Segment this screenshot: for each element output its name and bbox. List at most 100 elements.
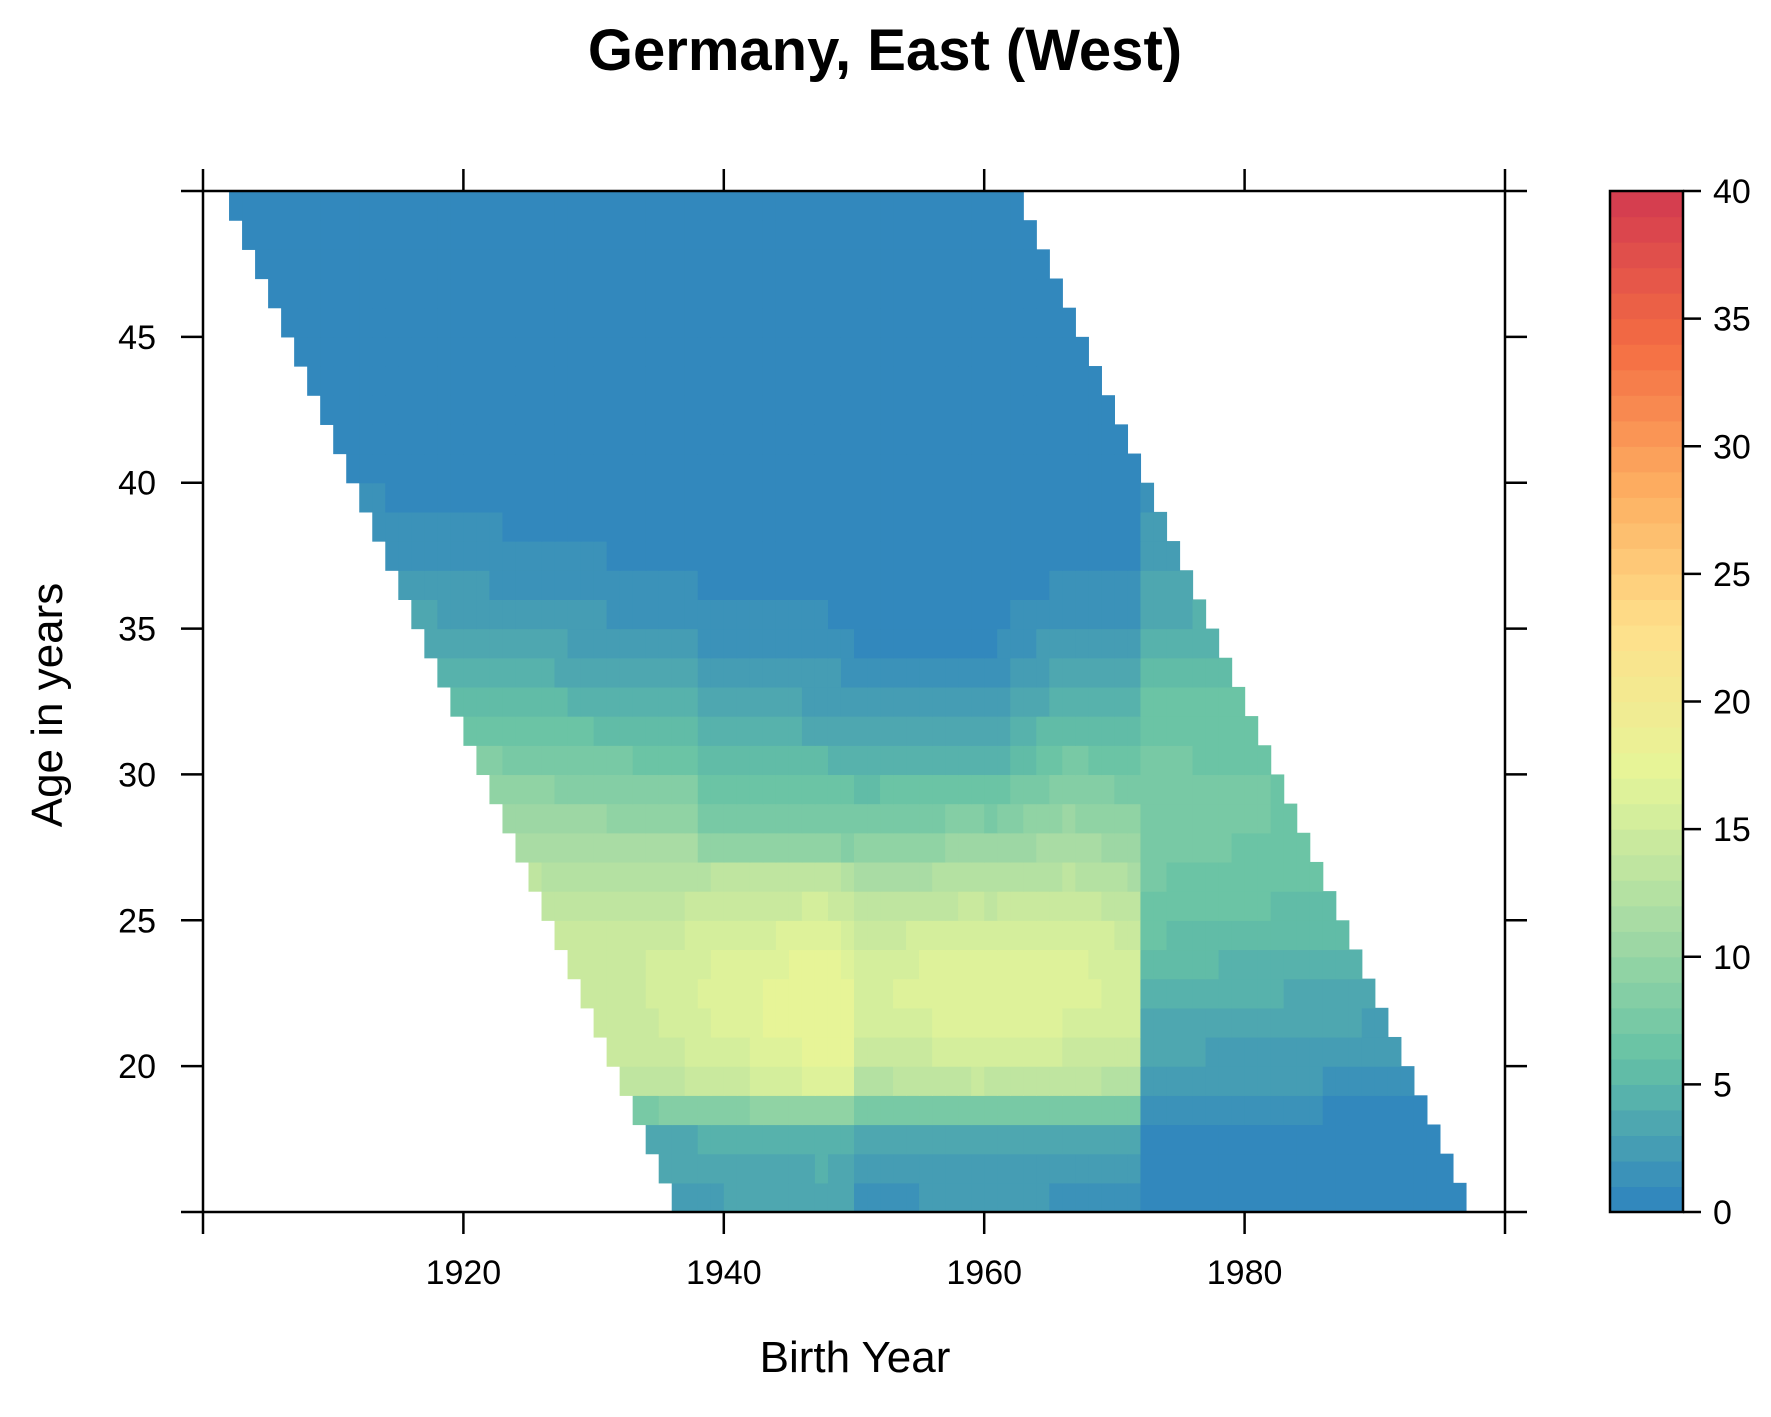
heatmap-cell bbox=[619, 628, 634, 659]
heatmap-cell bbox=[1400, 1066, 1415, 1096]
heatmap-cell bbox=[827, 628, 842, 659]
heatmap-cell bbox=[997, 1036, 1011, 1067]
heatmap-cell bbox=[684, 1007, 699, 1038]
heatmap-cell bbox=[827, 1095, 842, 1126]
heatmap-cell bbox=[1192, 803, 1207, 834]
heatmap-cell bbox=[814, 191, 829, 221]
heatmap-cell bbox=[723, 482, 738, 513]
heatmap-cell bbox=[632, 628, 647, 659]
heatmap-cell bbox=[411, 278, 425, 309]
heatmap-cell bbox=[867, 1066, 881, 1096]
heatmap-cell bbox=[606, 774, 621, 805]
heatmap-cell bbox=[906, 336, 920, 367]
heatmap-cell bbox=[880, 395, 894, 425]
heatmap-cell bbox=[619, 774, 634, 805]
heatmap-cell bbox=[854, 453, 868, 484]
heatmap-cell bbox=[333, 395, 347, 425]
heatmap-cell bbox=[801, 978, 816, 1009]
heatmap-cell bbox=[801, 395, 816, 425]
heatmap-cell bbox=[437, 395, 451, 425]
heatmap-cell bbox=[1062, 1007, 1076, 1038]
heatmap-cell bbox=[1010, 366, 1024, 396]
heatmap-cell bbox=[1335, 1066, 1350, 1096]
heatmap-cell bbox=[1101, 949, 1115, 980]
heatmap-cell bbox=[971, 1182, 985, 1213]
heatmap-cell bbox=[814, 686, 829, 717]
heatmap-cell bbox=[606, 949, 621, 980]
heatmap-cell bbox=[1088, 541, 1102, 571]
heatmap-cell bbox=[736, 307, 751, 338]
heatmap-cell bbox=[906, 482, 920, 513]
heatmap-cell bbox=[1257, 774, 1272, 805]
heatmap-cell bbox=[801, 482, 816, 513]
heatmap-cell bbox=[1088, 1007, 1102, 1038]
heatmap-cell bbox=[1036, 1095, 1050, 1126]
heatmap-cell bbox=[1049, 745, 1063, 776]
heatmap-cell bbox=[1192, 657, 1207, 688]
heatmap-cell bbox=[854, 686, 868, 717]
heatmap-cell bbox=[723, 191, 738, 221]
heatmap-cell bbox=[359, 366, 373, 396]
heatmap-cell bbox=[880, 1066, 894, 1096]
heatmap-cell bbox=[814, 511, 829, 542]
heatmap-cell bbox=[645, 978, 660, 1009]
heatmap-cell bbox=[788, 657, 803, 688]
heatmap-cell bbox=[593, 511, 608, 542]
heatmap-cell bbox=[515, 686, 530, 717]
heatmap-cell bbox=[1257, 1182, 1272, 1213]
heatmap-cell bbox=[840, 191, 855, 221]
heatmap-cell bbox=[1114, 745, 1129, 776]
heatmap-cell bbox=[1218, 978, 1233, 1009]
heatmap-cell bbox=[749, 978, 764, 1009]
heatmap-cell bbox=[684, 628, 699, 659]
heatmap-cell bbox=[1049, 366, 1063, 396]
heatmap-cell bbox=[827, 891, 842, 921]
heatmap-cell bbox=[606, 978, 621, 1009]
heatmap-cell bbox=[1062, 599, 1076, 630]
heatmap-cell bbox=[710, 482, 725, 513]
heatmap-cell bbox=[528, 774, 543, 805]
heatmap-cell bbox=[1101, 482, 1115, 513]
heatmap-cell bbox=[1140, 511, 1155, 542]
heatmap-cell bbox=[1023, 366, 1037, 396]
heatmap-cell bbox=[1335, 1124, 1350, 1155]
heatmap-cell bbox=[1010, 1095, 1024, 1126]
heatmap-cell bbox=[658, 541, 673, 571]
heatmap-cell bbox=[1244, 1124, 1259, 1155]
heatmap-cell bbox=[1361, 1036, 1376, 1067]
heatmap-cell bbox=[658, 920, 673, 951]
heatmap-cell bbox=[1140, 920, 1155, 951]
heatmap-cell bbox=[1205, 861, 1220, 892]
heatmap-cell bbox=[697, 978, 712, 1009]
heatmap-cell bbox=[775, 657, 790, 688]
heatmap-cell bbox=[1257, 978, 1272, 1009]
heatmap-cell bbox=[1101, 599, 1115, 630]
heatmap-cell bbox=[762, 716, 777, 746]
heatmap-cell bbox=[880, 307, 894, 338]
heatmap-cell bbox=[684, 920, 699, 951]
heatmap-cell bbox=[619, 949, 634, 980]
heatmap-cell bbox=[1036, 920, 1050, 951]
heatmap-cell bbox=[489, 336, 504, 367]
heatmap-cell bbox=[1062, 307, 1076, 338]
heatmap-cell bbox=[697, 278, 712, 309]
heatmap-cell bbox=[1309, 861, 1324, 892]
heatmap-cell bbox=[958, 336, 972, 367]
heatmap-cell bbox=[1426, 1124, 1441, 1155]
heatmap-cell bbox=[645, 249, 660, 280]
heatmap-cell bbox=[710, 832, 725, 863]
heatmap-cell bbox=[606, 716, 621, 746]
heatmap-cell bbox=[1244, 1182, 1259, 1213]
heatmap-cell bbox=[775, 366, 790, 396]
heatmap-cell bbox=[645, 1095, 660, 1126]
colorbar-tick-label: 20 bbox=[1713, 684, 1751, 722]
colorbar-segment bbox=[1610, 1160, 1683, 1188]
heatmap-cell bbox=[840, 1153, 855, 1184]
heatmap-cell bbox=[906, 395, 920, 425]
heatmap-cell bbox=[528, 336, 543, 367]
heatmap-cell bbox=[398, 453, 412, 484]
heatmap-cell bbox=[867, 949, 881, 980]
colorbar-segment bbox=[1610, 369, 1683, 396]
heatmap-cell bbox=[1075, 920, 1089, 951]
heatmap-cell bbox=[775, 1153, 790, 1184]
